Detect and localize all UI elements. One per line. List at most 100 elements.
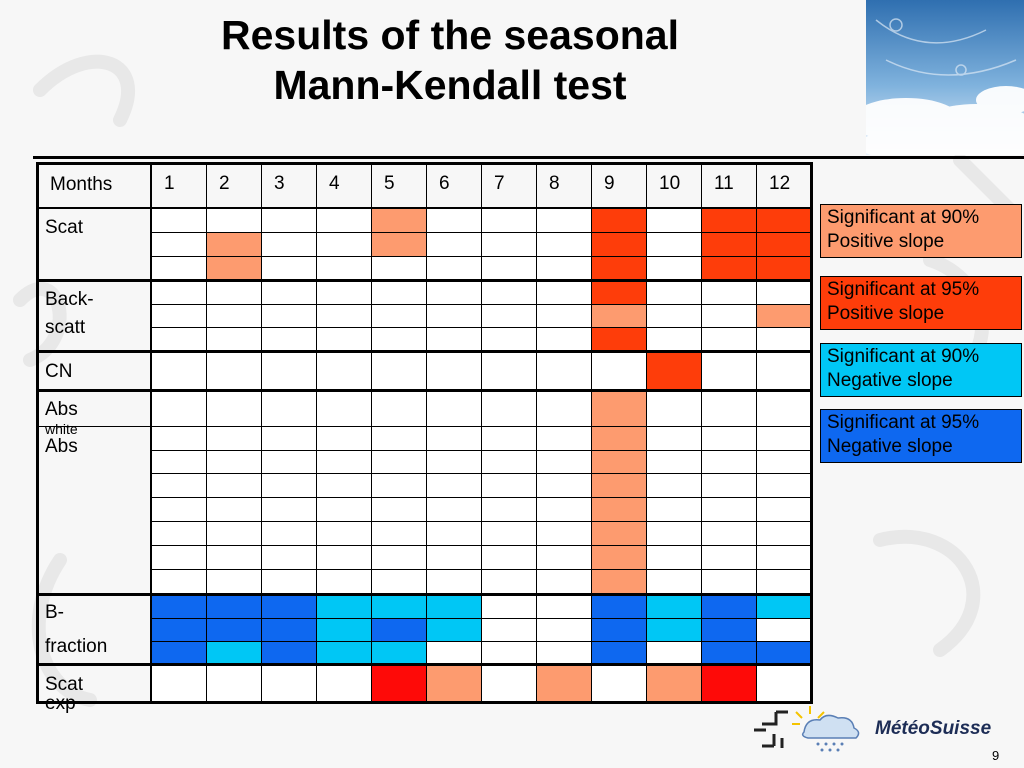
table-cell: [316, 497, 371, 521]
group-separator: [36, 350, 813, 353]
table-cell: [426, 208, 481, 232]
table-cell: [646, 666, 701, 701]
table-cell: [316, 327, 371, 350]
table-cell: [481, 450, 536, 473]
table-cell: [371, 641, 426, 663]
table-cell: [756, 232, 811, 256]
table-cell: [536, 256, 591, 279]
table-cell: [591, 618, 646, 641]
table-cell: [206, 232, 261, 256]
table-cell: [151, 569, 206, 593]
table-cell: [481, 426, 536, 450]
table-cell: [261, 232, 316, 256]
table-cell: [591, 569, 646, 593]
table-cell: [536, 666, 591, 701]
table-cell: [646, 304, 701, 327]
group-separator: [36, 389, 813, 392]
table-cell: [481, 232, 536, 256]
table-cell: [646, 497, 701, 521]
table-cell: [481, 641, 536, 663]
table-cell: [481, 392, 536, 426]
table-cell: [316, 595, 371, 618]
table-cell: [756, 569, 811, 593]
table-cell: [151, 618, 206, 641]
table-cell: [701, 595, 756, 618]
table-cell: [206, 569, 261, 593]
legend-line: Negative slope: [827, 370, 953, 391]
table-cell: [756, 353, 811, 389]
table-cell: [426, 569, 481, 593]
table-cell: [261, 256, 316, 279]
table-cell: [591, 208, 646, 232]
table-cell: [591, 304, 646, 327]
table-cell: [261, 618, 316, 641]
table-cell: [261, 545, 316, 569]
table-cell: [371, 304, 426, 327]
table-cell: [646, 521, 701, 545]
legend-sig90-negative: Significant at 90% Negative slope: [820, 343, 1022, 397]
table-cell: [701, 497, 756, 521]
table-cell: [756, 392, 811, 426]
table-cell: [316, 473, 371, 497]
table-cell: [206, 208, 261, 232]
table-cell: [206, 281, 261, 304]
month-header-9: 9: [604, 173, 615, 194]
table-cell: [206, 327, 261, 350]
group-separator: [36, 593, 813, 596]
table-cell: [426, 304, 481, 327]
table-cell: [316, 618, 371, 641]
table-cell: [756, 545, 811, 569]
row-label-abs-white: Abs white: [45, 400, 78, 439]
table-cell: [591, 521, 646, 545]
column-divider: [481, 162, 482, 702]
table-cell: [371, 281, 426, 304]
table-cell: [261, 497, 316, 521]
table-cell: [206, 450, 261, 473]
month-header-8: 8: [549, 173, 560, 194]
column-divider: [536, 162, 537, 702]
table-cell: [591, 353, 646, 389]
table-cell: [701, 353, 756, 389]
table-cell: [426, 232, 481, 256]
row-label-abs: Abs: [45, 436, 78, 457]
table-cell: [591, 666, 646, 701]
table-cell: [316, 450, 371, 473]
table-cell: [536, 569, 591, 593]
table-cell: [426, 392, 481, 426]
table-cell: [536, 392, 591, 426]
table-cell: [701, 232, 756, 256]
table-cell: [481, 666, 536, 701]
table-cell: [646, 256, 701, 279]
abs-white-main: Abs: [45, 399, 78, 420]
table-cell: [206, 595, 261, 618]
table-cell: [536, 521, 591, 545]
table-cell: [151, 327, 206, 350]
table-cell: [536, 641, 591, 663]
table-cell: [701, 327, 756, 350]
table-cell: [206, 497, 261, 521]
table-cell: [591, 595, 646, 618]
table-cell: [261, 281, 316, 304]
legend-line: Significant at 90%: [827, 207, 980, 228]
table-cell: [481, 473, 536, 497]
table-cell: [151, 208, 206, 232]
row-label-backscatt-2: scatt: [45, 317, 86, 338]
table-cell: [316, 256, 371, 279]
group-separator: [36, 663, 813, 666]
table-cell: [481, 497, 536, 521]
table-cell: [261, 208, 316, 232]
table-cell: [426, 545, 481, 569]
table-cell: [316, 281, 371, 304]
header-rule: [33, 156, 1024, 159]
column-divider: [591, 162, 592, 702]
column-divider: [261, 162, 262, 702]
table-cell: [151, 232, 206, 256]
table-cell: [536, 450, 591, 473]
month-header-2: 2: [219, 173, 230, 194]
table-cell: [371, 595, 426, 618]
table-cell: [481, 281, 536, 304]
table-cell: [426, 595, 481, 618]
table-cell: [756, 450, 811, 473]
table-cell: [371, 392, 426, 426]
table-border-bottom: [36, 701, 813, 704]
